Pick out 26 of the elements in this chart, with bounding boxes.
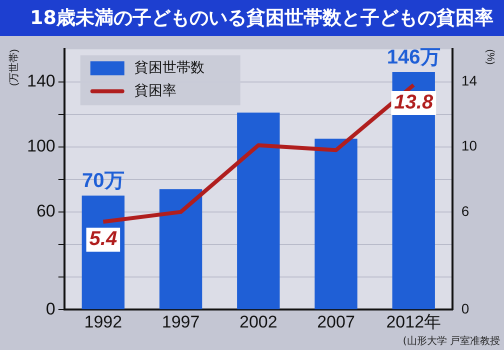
x-tick-label: 2007 [317, 312, 355, 332]
y-tick-label: 60 [36, 202, 56, 221]
y2-tick-label: 14 [461, 72, 478, 89]
bar [159, 189, 202, 310]
y-tick-label: 0 [46, 299, 56, 318]
legend-label: 貧困世帯数 [134, 60, 204, 76]
bar [314, 138, 358, 310]
legend-label: 貧困率 [134, 82, 176, 99]
x-tick-label: 2012年 [386, 312, 442, 332]
data-label: 5.4 [89, 228, 118, 250]
text: (山形大学 戸室准教授 [402, 334, 500, 348]
x-tick-label: 1992 [84, 312, 122, 332]
y2-tick-label: 6 [461, 202, 470, 219]
chart-title: 18歳未満の子どものいる貧困世帯数と子どもの貧困率 [0, 0, 504, 36]
data-label: 146万 [386, 46, 440, 68]
y-tick-label: 140 [26, 71, 56, 90]
y-axis-title: (万世帯) [8, 49, 20, 86]
data-label: 13.8 [394, 92, 434, 114]
y2-tick-label: 0 [461, 300, 470, 316]
y2-tick-label: 10 [461, 138, 478, 154]
x-tick-label: 2002 [239, 312, 278, 332]
x-tick-label: 1997 [162, 312, 200, 332]
data-label: 70万 [82, 170, 124, 192]
y-tick-label: 100 [26, 136, 56, 156]
bar [237, 112, 280, 310]
y2-axis-title: (%) [484, 49, 496, 65]
